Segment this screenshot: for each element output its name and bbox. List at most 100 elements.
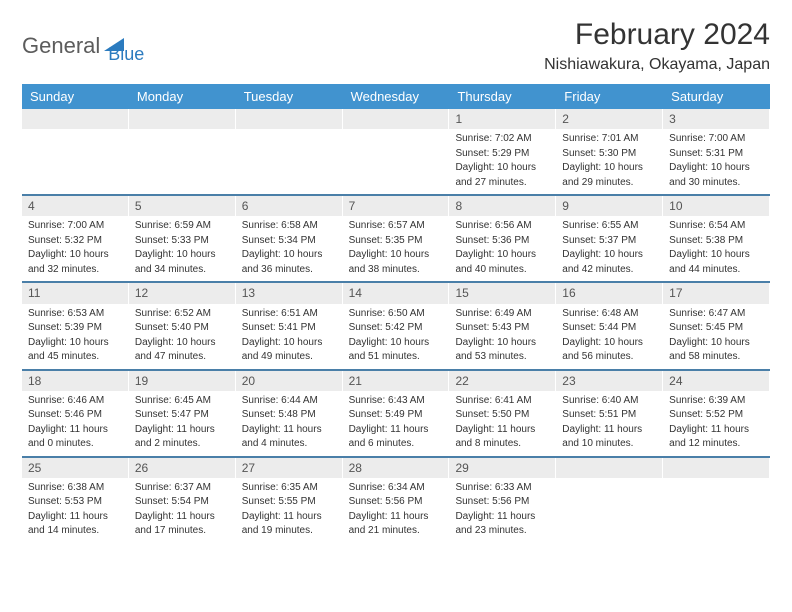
sunrise-text: Sunrise: 6:39 AM xyxy=(669,394,764,408)
day-number: 18 xyxy=(22,371,129,391)
daylight-text: Daylight: 10 hours xyxy=(349,248,444,262)
daylight-text: Daylight: 10 hours xyxy=(669,336,764,350)
day-number xyxy=(236,109,343,129)
daylight-text: and 10 minutes. xyxy=(562,437,657,451)
day-number: 16 xyxy=(556,283,663,303)
daylight-text: Daylight: 10 hours xyxy=(135,336,230,350)
sunrise-text: Sunrise: 7:01 AM xyxy=(562,132,657,146)
daylight-text: and 12 minutes. xyxy=(669,437,764,451)
calendar-cell: 25Sunrise: 6:38 AMSunset: 5:53 PMDayligh… xyxy=(22,458,129,543)
sunrise-text: Sunrise: 6:58 AM xyxy=(242,219,337,233)
day-details: Sunrise: 6:33 AMSunset: 5:56 PMDaylight:… xyxy=(449,478,556,543)
calendar-cell: 21Sunrise: 6:43 AMSunset: 5:49 PMDayligh… xyxy=(343,371,450,456)
daylight-text: and 34 minutes. xyxy=(135,263,230,277)
daylight-text: Daylight: 11 hours xyxy=(455,510,550,524)
day-details: Sunrise: 7:00 AMSunset: 5:32 PMDaylight:… xyxy=(22,216,129,281)
calendar-cell xyxy=(129,109,236,194)
daylight-text: and 29 minutes. xyxy=(562,176,657,190)
sunset-text: Sunset: 5:29 PM xyxy=(455,147,550,161)
sunset-text: Sunset: 5:43 PM xyxy=(455,321,550,335)
sunset-text: Sunset: 5:49 PM xyxy=(349,408,444,422)
sunset-text: Sunset: 5:36 PM xyxy=(455,234,550,248)
daylight-text: Daylight: 10 hours xyxy=(349,336,444,350)
daylight-text: Daylight: 10 hours xyxy=(669,161,764,175)
calendar-cell: 24Sunrise: 6:39 AMSunset: 5:52 PMDayligh… xyxy=(663,371,770,456)
daylight-text: and 40 minutes. xyxy=(455,263,550,277)
day-details: Sunrise: 6:35 AMSunset: 5:55 PMDaylight:… xyxy=(236,478,343,543)
day-details: Sunrise: 6:46 AMSunset: 5:46 PMDaylight:… xyxy=(22,391,129,456)
day-number: 9 xyxy=(556,196,663,216)
day-number: 8 xyxy=(449,196,556,216)
calendar-cell: 23Sunrise: 6:40 AMSunset: 5:51 PMDayligh… xyxy=(556,371,663,456)
daylight-text: Daylight: 10 hours xyxy=(562,336,657,350)
calendar-week: 25Sunrise: 6:38 AMSunset: 5:53 PMDayligh… xyxy=(22,458,770,543)
daylight-text: and 51 minutes. xyxy=(349,350,444,364)
calendar-cell: 20Sunrise: 6:44 AMSunset: 5:48 PMDayligh… xyxy=(236,371,343,456)
daylight-text: and 23 minutes. xyxy=(455,524,550,538)
sunrise-text: Sunrise: 6:33 AM xyxy=(455,481,550,495)
sunset-text: Sunset: 5:35 PM xyxy=(349,234,444,248)
sunrise-text: Sunrise: 6:50 AM xyxy=(349,307,444,321)
calendar-week: 4Sunrise: 7:00 AMSunset: 5:32 PMDaylight… xyxy=(22,196,770,283)
calendar-cell: 29Sunrise: 6:33 AMSunset: 5:56 PMDayligh… xyxy=(449,458,556,543)
calendar-cell: 4Sunrise: 7:00 AMSunset: 5:32 PMDaylight… xyxy=(22,196,129,281)
day-details: Sunrise: 7:01 AMSunset: 5:30 PMDaylight:… xyxy=(556,129,663,194)
daylight-text: and 27 minutes. xyxy=(455,176,550,190)
calendar-cell: 12Sunrise: 6:52 AMSunset: 5:40 PMDayligh… xyxy=(129,283,236,368)
daylight-text: Daylight: 10 hours xyxy=(562,248,657,262)
calendar-cell xyxy=(236,109,343,194)
calendar-week: 11Sunrise: 6:53 AMSunset: 5:39 PMDayligh… xyxy=(22,283,770,370)
daylight-text: Daylight: 11 hours xyxy=(135,423,230,437)
day-details: Sunrise: 6:45 AMSunset: 5:47 PMDaylight:… xyxy=(129,391,236,456)
daylight-text: and 14 minutes. xyxy=(28,524,123,538)
weekday-label: Monday xyxy=(129,84,236,109)
day-details: Sunrise: 6:53 AMSunset: 5:39 PMDaylight:… xyxy=(22,304,129,369)
day-details: Sunrise: 6:47 AMSunset: 5:45 PMDaylight:… xyxy=(663,304,770,369)
day-details: Sunrise: 6:55 AMSunset: 5:37 PMDaylight:… xyxy=(556,216,663,281)
daylight-text: and 17 minutes. xyxy=(135,524,230,538)
day-number: 21 xyxy=(343,371,450,391)
daylight-text: Daylight: 11 hours xyxy=(242,510,337,524)
daylight-text: and 58 minutes. xyxy=(669,350,764,364)
weekday-label: Saturday xyxy=(663,84,770,109)
daylight-text: Daylight: 10 hours xyxy=(562,161,657,175)
day-number xyxy=(556,458,663,478)
day-details: Sunrise: 6:38 AMSunset: 5:53 PMDaylight:… xyxy=(22,478,129,543)
calendar-cell: 6Sunrise: 6:58 AMSunset: 5:34 PMDaylight… xyxy=(236,196,343,281)
calendar-cell: 26Sunrise: 6:37 AMSunset: 5:54 PMDayligh… xyxy=(129,458,236,543)
sunset-text: Sunset: 5:53 PM xyxy=(28,495,123,509)
calendar-week: 18Sunrise: 6:46 AMSunset: 5:46 PMDayligh… xyxy=(22,371,770,458)
sunrise-text: Sunrise: 6:55 AM xyxy=(562,219,657,233)
sunrise-text: Sunrise: 6:49 AM xyxy=(455,307,550,321)
sunrise-text: Sunrise: 6:48 AM xyxy=(562,307,657,321)
day-number: 17 xyxy=(663,283,770,303)
daylight-text: Daylight: 11 hours xyxy=(28,510,123,524)
sunset-text: Sunset: 5:40 PM xyxy=(135,321,230,335)
day-number: 25 xyxy=(22,458,129,478)
day-number: 13 xyxy=(236,283,343,303)
day-number: 6 xyxy=(236,196,343,216)
daylight-text: Daylight: 11 hours xyxy=(349,423,444,437)
calendar-cell: 10Sunrise: 6:54 AMSunset: 5:38 PMDayligh… xyxy=(663,196,770,281)
sunrise-text: Sunrise: 6:45 AM xyxy=(135,394,230,408)
day-details: Sunrise: 6:51 AMSunset: 5:41 PMDaylight:… xyxy=(236,304,343,369)
sunrise-text: Sunrise: 6:37 AM xyxy=(135,481,230,495)
day-details: Sunrise: 6:34 AMSunset: 5:56 PMDaylight:… xyxy=(343,478,450,543)
day-details: Sunrise: 6:41 AMSunset: 5:50 PMDaylight:… xyxy=(449,391,556,456)
day-details: Sunrise: 7:02 AMSunset: 5:29 PMDaylight:… xyxy=(449,129,556,194)
day-details: Sunrise: 6:43 AMSunset: 5:49 PMDaylight:… xyxy=(343,391,450,456)
weekday-label: Sunday xyxy=(22,84,129,109)
day-number xyxy=(343,109,450,129)
daylight-text: and 30 minutes. xyxy=(669,176,764,190)
calendar-cell: 18Sunrise: 6:46 AMSunset: 5:46 PMDayligh… xyxy=(22,371,129,456)
calendar-cell: 3Sunrise: 7:00 AMSunset: 5:31 PMDaylight… xyxy=(663,109,770,194)
calendar-cell: 27Sunrise: 6:35 AMSunset: 5:55 PMDayligh… xyxy=(236,458,343,543)
day-number: 5 xyxy=(129,196,236,216)
sunrise-text: Sunrise: 6:35 AM xyxy=(242,481,337,495)
sunset-text: Sunset: 5:52 PM xyxy=(669,408,764,422)
header: General Blue February 2024 Nishiawakura,… xyxy=(22,18,770,74)
daylight-text: Daylight: 10 hours xyxy=(455,161,550,175)
weekday-label: Thursday xyxy=(449,84,556,109)
calendar-cell xyxy=(663,458,770,543)
day-details: Sunrise: 6:59 AMSunset: 5:33 PMDaylight:… xyxy=(129,216,236,281)
